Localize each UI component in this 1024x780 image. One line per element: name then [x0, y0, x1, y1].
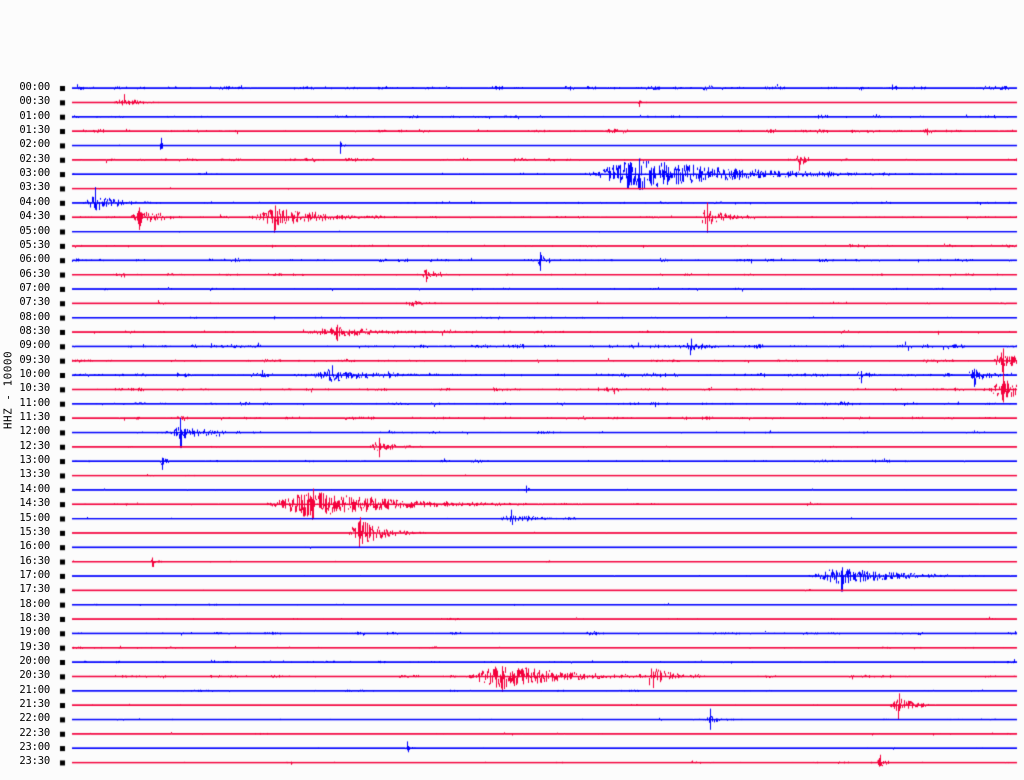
seismogram-plot [0, 0, 1024, 780]
helicorder-page: CL Trizonia 2022-10-29 Applied filter: W… [0, 0, 1024, 780]
